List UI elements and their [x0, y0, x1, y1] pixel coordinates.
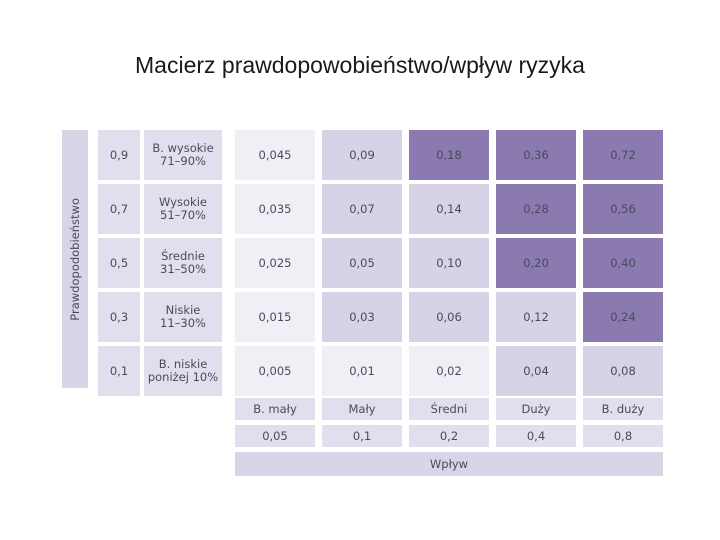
risk-score-cell: 0,035 [235, 184, 315, 234]
risk-score-cell: 0,07 [322, 184, 402, 234]
probability-value: 0,1 [98, 346, 140, 396]
risk-score-cell: 0,40 [583, 238, 663, 288]
probability-level-label: B. niskie poniżej 10% [144, 346, 222, 396]
risk-score-cell: 0,015 [235, 292, 315, 342]
impact-axis-bar: Wpływ [235, 452, 663, 476]
impact-axis-label: Wpływ [429, 457, 469, 471]
risk-score-cell: 0,005 [235, 346, 315, 396]
risk-score-cell: 0,03 [322, 292, 402, 342]
impact-value: 0,8 [583, 425, 663, 447]
slide-title: Macierz prawdopowobieństwo/wpływ ryzyka [135, 52, 585, 78]
risk-score-cell: 0,56 [583, 184, 663, 234]
risk-score-cell: 0,10 [409, 238, 489, 288]
risk-score-cell: 0,14 [409, 184, 489, 234]
impact-level-label: Mały [322, 398, 402, 420]
impact-level-label: Średni [409, 398, 489, 420]
risk-score-cell: 0,18 [409, 130, 489, 180]
impact-value: 0,2 [409, 425, 489, 447]
probability-level-range: 51–70% [160, 208, 206, 222]
probability-axis-bar: Prawdopodobieństwo [62, 130, 88, 388]
risk-score-cell: 0,20 [496, 238, 576, 288]
risk-score-cell: 0,08 [583, 346, 663, 396]
probability-level-range: 11–30% [160, 316, 206, 330]
probability-level-name: Średnie [161, 249, 205, 263]
risk-score-cell: 0,04 [496, 346, 576, 396]
risk-score-cell: 0,05 [322, 238, 402, 288]
probability-axis-label: Prawdopodobieństwo [68, 197, 82, 321]
probability-level-name: Niskie [165, 303, 201, 317]
impact-value: 0,1 [322, 425, 402, 447]
impact-value: 0,05 [235, 425, 315, 447]
probability-level-range: 31–50% [160, 262, 206, 276]
probability-level-range: 71–90% [160, 154, 206, 168]
probability-value: 0,3 [98, 292, 140, 342]
risk-score-cell: 0,72 [583, 130, 663, 180]
probability-level-range: poniżej 10% [147, 370, 219, 384]
probability-value: 0,7 [98, 184, 140, 234]
probability-value: 0,5 [98, 238, 140, 288]
risk-score-cell: 0,02 [409, 346, 489, 396]
probability-value: 0,9 [98, 130, 140, 180]
impact-value: 0,4 [496, 425, 576, 447]
risk-score-cell: 0,025 [235, 238, 315, 288]
risk-score-cell: 0,09 [322, 130, 402, 180]
risk-score-cell: 0,06 [409, 292, 489, 342]
probability-level-label: B. wysokie 71–90% [144, 130, 222, 180]
probability-level-label: Niskie 11–30% [144, 292, 222, 342]
probability-level-name: Wysokie [159, 195, 207, 209]
impact-level-label: Duży [496, 398, 576, 420]
risk-score-cell: 0,28 [496, 184, 576, 234]
probability-level-name: B. niskie [158, 357, 208, 371]
probability-level-label: Średnie 31–50% [144, 238, 222, 288]
risk-score-cell: 0,01 [322, 346, 402, 396]
impact-level-label: B. mały [235, 398, 315, 420]
impact-level-label: B. duży [583, 398, 663, 420]
risk-score-cell: 0,045 [235, 130, 315, 180]
risk-score-cell: 0,12 [496, 292, 576, 342]
risk-score-cell: 0,36 [496, 130, 576, 180]
probability-level-label: Wysokie 51–70% [144, 184, 222, 234]
probability-level-name: B. wysokie [152, 141, 214, 155]
risk-score-cell: 0,24 [583, 292, 663, 342]
